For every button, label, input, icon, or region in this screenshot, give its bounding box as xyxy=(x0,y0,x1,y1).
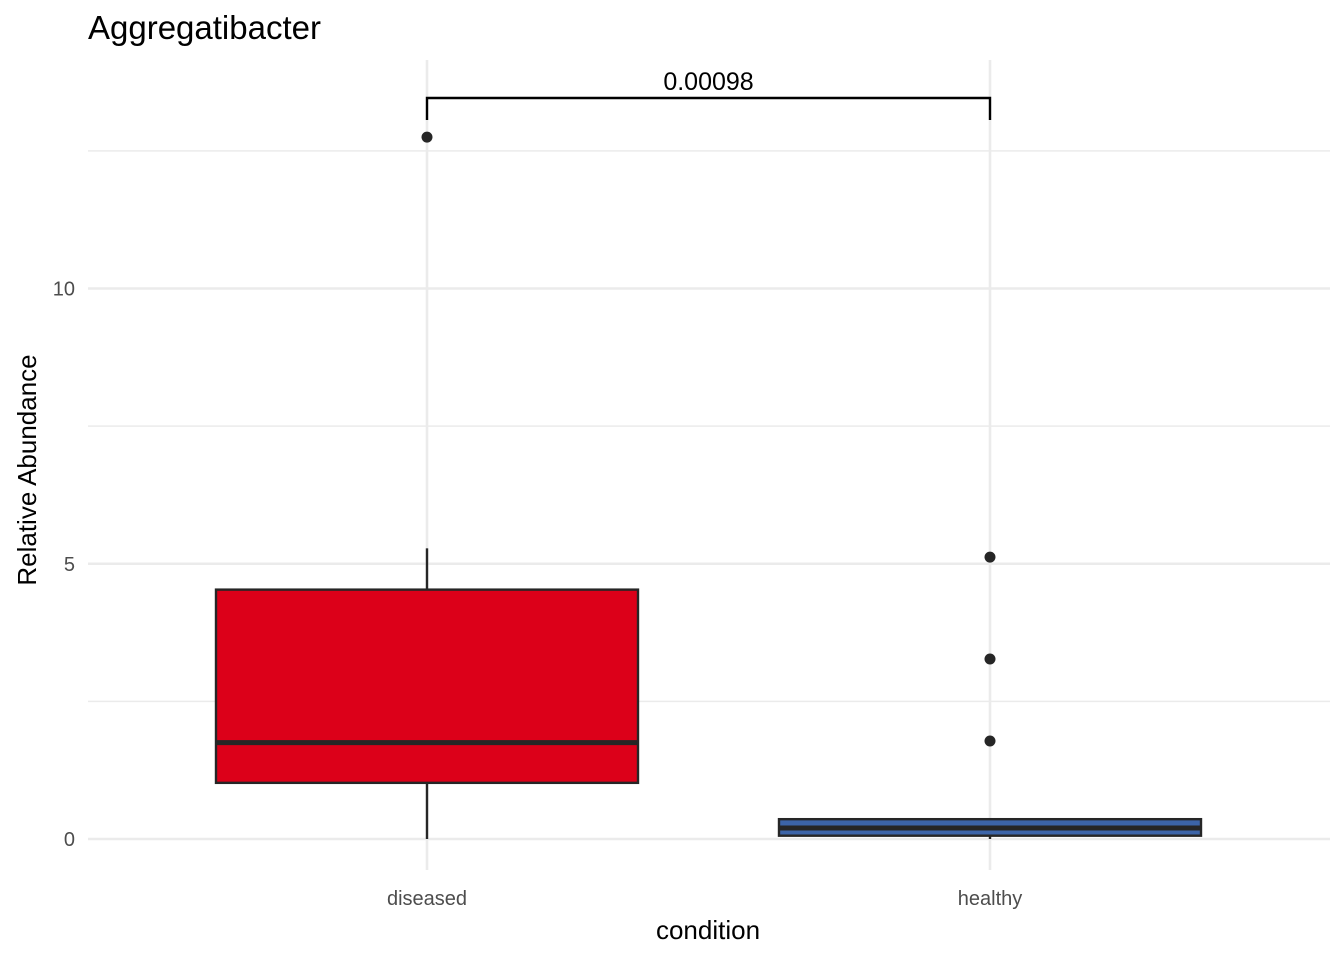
x-axis-title: condition xyxy=(656,915,760,945)
chart-title: Aggregatibacter xyxy=(88,9,321,46)
x-tick-label: healthy xyxy=(958,888,1023,910)
p-value-label: 0.00098 xyxy=(663,68,753,96)
x-tick-label: diseased xyxy=(387,888,467,910)
axis-layer: 0 5 10 diseased healthy xyxy=(53,279,1023,911)
significance-bracket xyxy=(425,96,992,120)
y-tick-label: 0 xyxy=(64,829,75,851)
box-iqr xyxy=(214,588,640,785)
outlier-point xyxy=(984,653,996,665)
outlier-point xyxy=(984,551,996,563)
box-group-healthy xyxy=(777,551,1203,839)
y-tick-label: 10 xyxy=(53,279,75,301)
outlier-point xyxy=(984,735,996,747)
box-layer xyxy=(214,131,1203,839)
grid-layer xyxy=(88,60,1330,870)
box-group-diseased xyxy=(214,131,640,839)
y-tick-label: 5 xyxy=(64,554,75,576)
y-axis-title: Relative Abundance xyxy=(12,354,42,585)
annotation-layer: 0.00098 xyxy=(425,68,992,120)
outlier-point xyxy=(421,131,433,143)
